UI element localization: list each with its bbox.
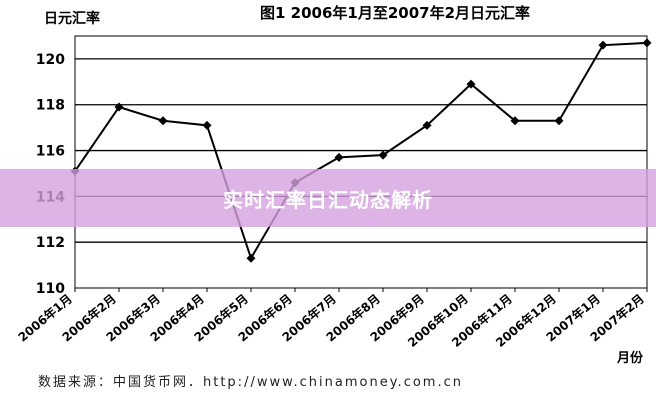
data-point [510,116,520,126]
data-point [554,116,564,126]
data-point [642,38,652,48]
plot-frame [74,35,648,289]
x-axis-title: 月份 [616,350,644,366]
series-polyline [74,41,648,261]
data-point [114,102,124,112]
data-point [334,152,344,162]
source-note: 数据来源：中国货币网．http://www.chinamoney.com.cn [38,375,463,390]
chart-title: 图1 2006年1月至2007年2月日元汇率 [260,4,530,22]
data-point [466,79,476,89]
data-point [598,40,608,50]
y-tick-label: 120 [36,52,65,68]
y-tick-labels: 110112114116118120 [36,52,65,297]
data-point [202,120,212,130]
gridlines [74,35,648,292]
data-point [378,150,388,160]
y-axis-title: 日元汇率 [44,10,100,27]
y-tick-label: 118 [36,98,65,114]
data-point [246,253,256,263]
overlay-banner: 实时汇率日汇动态解析 [0,169,656,227]
x-tick-labels: 2006年1月2006年2月2006年3月2006年4月2006年5月2006年… [15,291,647,350]
banner-title: 实时汇率日汇动态解析 [223,187,433,212]
y-tick-label: 110 [36,281,65,297]
data-point [158,116,168,126]
y-tick-label: 116 [36,144,65,160]
data-point [422,120,432,130]
y-tick-label: 112 [36,235,65,251]
